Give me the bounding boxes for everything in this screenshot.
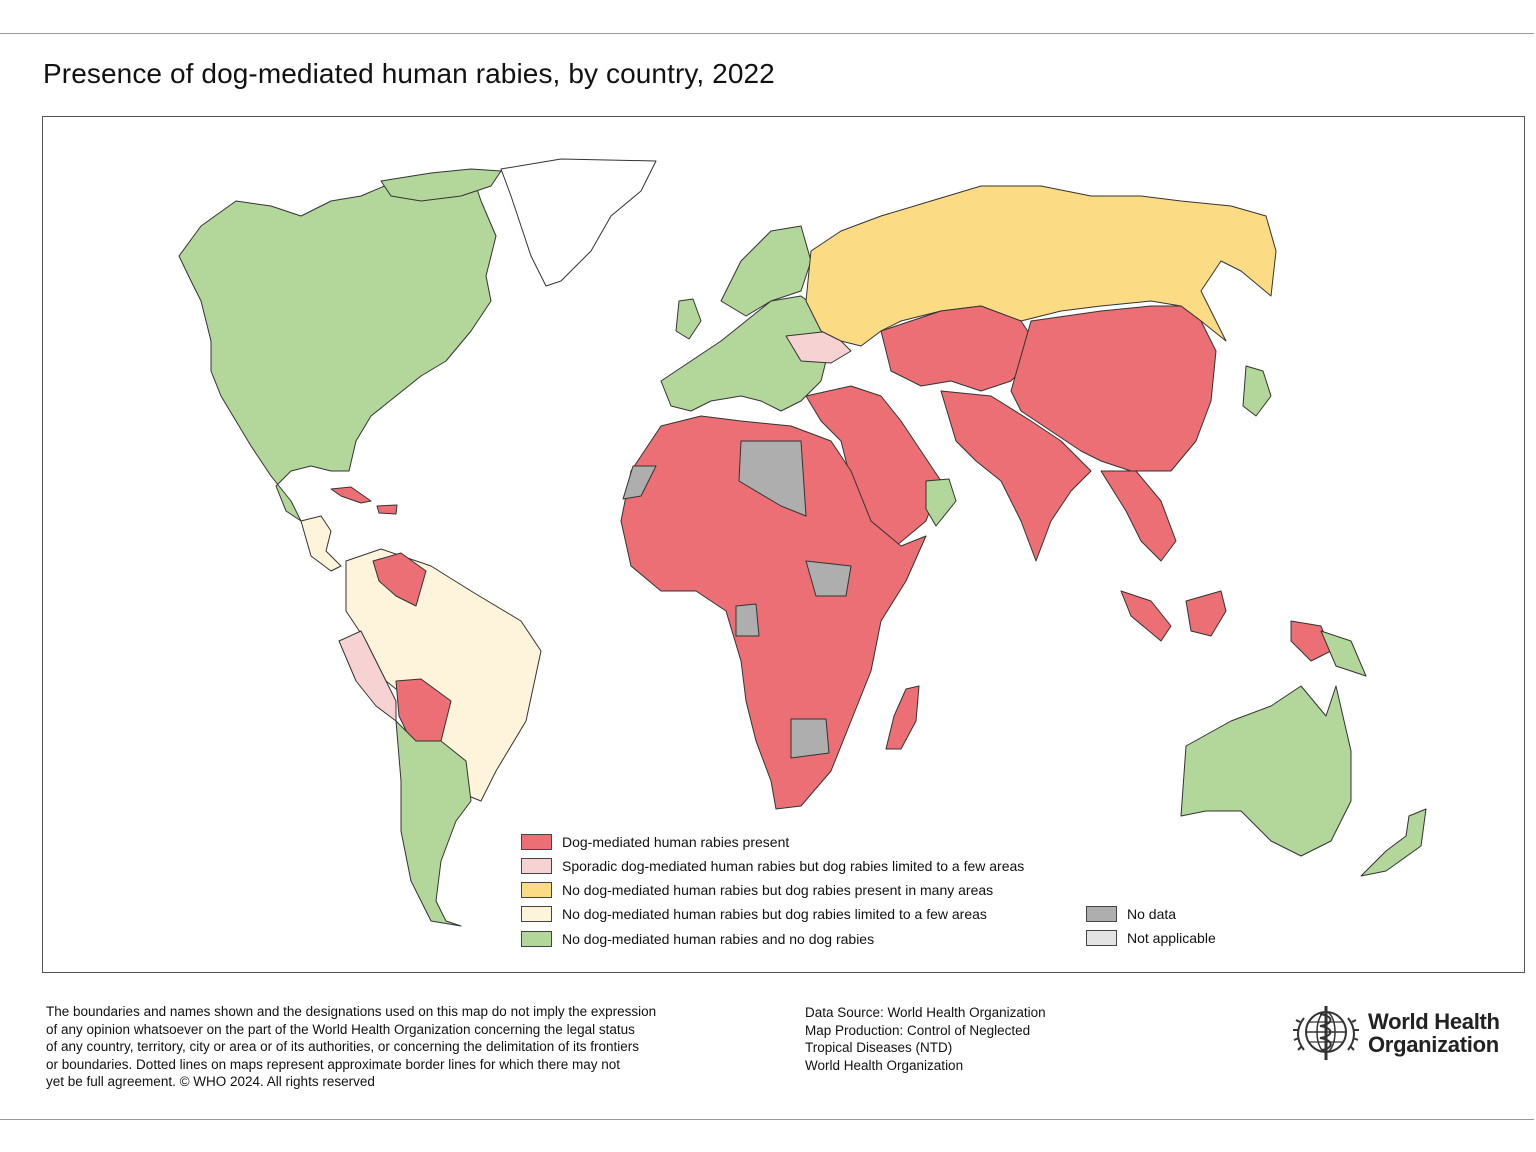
source-line: World Health Organization (805, 1057, 964, 1073)
region-china[interactable] (1010, 305, 1217, 472)
region-north-america[interactable] (178, 170, 497, 522)
region-madagascar[interactable] (885, 685, 920, 750)
source-line: Map Production: Control of Neglected (805, 1022, 1031, 1038)
disclaimer: The boundaries and names shown and the d… (46, 1003, 746, 1091)
legend-swatch (521, 834, 552, 850)
legend-swatch-2 (1086, 906, 1117, 922)
region-central-america[interactable] (300, 515, 342, 572)
region-south-sudan[interactable] (805, 560, 852, 597)
region-hispaniola[interactable] (376, 504, 398, 515)
legend-item-present: Dog-mediated human rabies present (521, 834, 789, 850)
legend-item-many-areas: No dog-mediated human rabies but dog rab… (521, 882, 993, 898)
region-arctic-islands[interactable] (380, 168, 502, 202)
region-botswana[interactable] (790, 718, 830, 759)
map-title: Presence of dog-mediated human rabies, b… (43, 58, 775, 89)
data-source: Data Source: World Health Organization M… (805, 1004, 1046, 1074)
who-name-line2: Organization (1368, 1032, 1499, 1057)
region-libya[interactable] (738, 440, 807, 517)
legend-label: Dog-mediated human rabies present (562, 834, 790, 850)
region-venezuela[interactable] (372, 552, 427, 607)
disclaimer-line: The boundaries and names shown and the d… (46, 1004, 657, 1019)
world-map-svg (178, 158, 1427, 927)
legend-label: Not applicable (1127, 930, 1216, 946)
legend-label: Sporadic dog-mediated human rabies but d… (562, 858, 1025, 874)
legend-swatch (521, 858, 552, 874)
region-uk[interactable] (675, 298, 702, 340)
who-name-line1: World Health (1368, 1009, 1500, 1034)
region-se-asia[interactable] (1100, 470, 1177, 562)
legend-swatch (521, 906, 552, 922)
source-line: Data Source: World Health Organization (805, 1005, 1046, 1020)
region-borneo[interactable] (1185, 590, 1227, 637)
region-southern-cone[interactable] (395, 720, 472, 927)
region-new-zealand[interactable] (1360, 808, 1427, 877)
region-oman[interactable] (925, 478, 957, 527)
disclaimer-line: of any opinion whatsoever on the part of… (46, 1021, 635, 1037)
region-gabon[interactable] (735, 603, 760, 637)
region-png-east[interactable] (1320, 630, 1367, 677)
region-australia[interactable] (1180, 685, 1352, 857)
region-western-sahara[interactable] (622, 465, 657, 500)
region-cuba[interactable] (330, 486, 372, 504)
legend-label: No data (1127, 906, 1177, 922)
legend-label: No dog-mediated human rabies but dog rab… (562, 882, 994, 898)
disclaimer-line: or boundaries. Dotted lines on maps repr… (46, 1056, 621, 1072)
legend-item-few-areas: No dog-mediated human rabies but dog rab… (521, 906, 987, 922)
region-japan[interactable] (1242, 365, 1272, 417)
who-name: World Health Organization (1368, 1010, 1500, 1056)
legend-swatch (521, 931, 552, 947)
legend-item-free: No dog-mediated human rabies and no dog … (521, 931, 874, 947)
legend-item-sporadic: Sporadic dog-mediated human rabies but d… (521, 858, 1024, 874)
world-map[interactable] (42, 116, 1525, 973)
disclaimer-line: yet be full agreement. © WHO 2024. All r… (46, 1074, 375, 1089)
legend-label: No dog-mediated human rabies but dog rab… (562, 906, 987, 922)
disclaimer-line: of any country, territory, city or area … (46, 1039, 640, 1054)
who-emblem-icon (1293, 1006, 1359, 1060)
region-europe[interactable] (660, 295, 832, 412)
legend-item-no-data: No data (1086, 906, 1176, 922)
region-middle-east[interactable] (805, 385, 942, 547)
legend-label: No dog-mediated human rabies and no dog … (562, 931, 875, 947)
region-peru[interactable] (338, 630, 397, 722)
legend-swatch-2 (1086, 930, 1117, 946)
region-greenland[interactable] (500, 158, 657, 287)
region-africa[interactable] (620, 415, 927, 810)
source-line: Tropical Diseases (NTD) (805, 1040, 953, 1055)
legend-swatch (521, 882, 552, 898)
page-frame (0, 33, 1534, 1120)
region-central-asia[interactable] (880, 305, 1042, 392)
region-south-asia[interactable] (940, 390, 1092, 562)
region-indonesia[interactable] (1120, 590, 1172, 642)
region-russia[interactable] (805, 185, 1277, 347)
who-logo: World Health Organization (1290, 1000, 1500, 1064)
legend-item-not-applicable: Not applicable (1086, 930, 1216, 946)
